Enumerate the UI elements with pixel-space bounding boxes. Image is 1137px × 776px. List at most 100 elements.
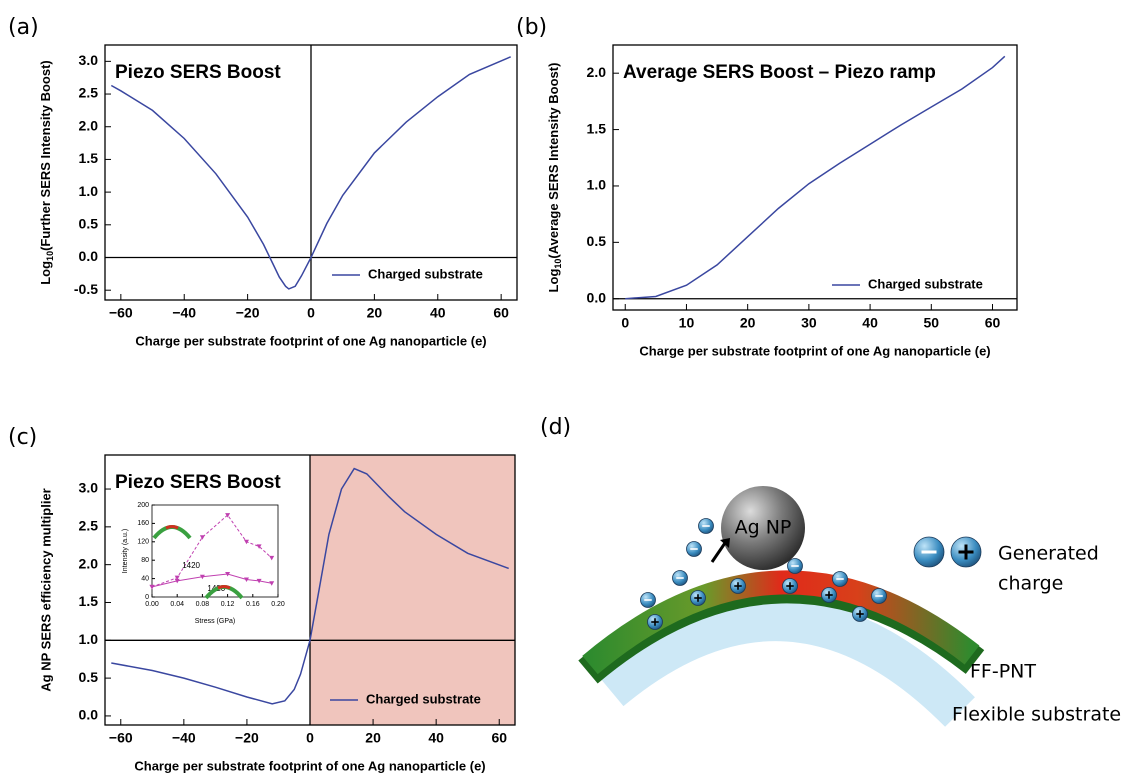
y-label-sub: 10 (553, 259, 563, 269)
y-axis-label: Log10(Further SERS Intensity Boost) (38, 60, 55, 285)
legend-line: charge (998, 573, 1063, 595)
y-tick-label: 0.0 (587, 289, 607, 305)
x-tick-label: 0.16 (246, 601, 260, 608)
data-line (625, 55, 1006, 300)
y-tick-label: 2.0 (79, 117, 99, 133)
data-point (269, 581, 275, 586)
x-axis-label: Charge per substrate footprint of one Ag… (639, 343, 990, 358)
x-tick-label: −60 (109, 305, 133, 321)
charts: −60 −40 −20 0 20 40 60 -0.5 0.0 0.5 1.0 1.5 2.0 2.5 3.… (8, 15, 1018, 773)
x-tick-label: 0.12 (221, 601, 235, 608)
legend-line: Generated (998, 543, 1099, 565)
inner-title: Piezo SERS Boost (115, 62, 281, 83)
y-tick-label: 80 (141, 557, 149, 564)
nanoparticle (721, 486, 805, 570)
inset-tube-highlight (217, 585, 231, 590)
data-point (149, 584, 155, 590)
x-tick-label: 40 (430, 305, 446, 321)
y-label-part: (Further SERS Intensity Boost) (38, 60, 53, 251)
y-tick-label: 2.0 (587, 64, 607, 80)
substrate-label: Flexible substrate (952, 704, 1121, 726)
plot-frame (612, 44, 1018, 311)
y-axis-label: Log10(Average SERS Intensity Boost) (546, 63, 563, 293)
chart: −60 −40 −20 0 20 40 60 -0.5 0.0 0.5 1.0 1.5 2.0 2.5 3.… (8, 15, 518, 348)
y-tick-label: 40 (141, 575, 149, 582)
flexible-substrate-shape (596, 599, 975, 727)
panel-label: (c) (8, 425, 37, 450)
x-tick-label: 0 (621, 315, 629, 331)
y-label-part: Log (546, 269, 561, 293)
y-tick-label: 3.0 (79, 480, 99, 496)
y-tick-label: 0.0 (79, 707, 99, 723)
y-label-sub: 10 (45, 251, 55, 261)
x-tick-label: 0.00 (145, 601, 159, 608)
panel-label: (d) (540, 415, 571, 440)
data-point (174, 575, 180, 581)
x-tick-label: 30 (801, 315, 817, 331)
particle-label: Ag NP (735, 517, 792, 539)
x-tick-label: 0 (307, 305, 315, 321)
y-tick-label: 2.5 (79, 85, 99, 101)
y-tick-label: 0.5 (587, 233, 607, 249)
x-tick-label: 20 (367, 305, 383, 321)
data-line (111, 467, 509, 705)
data-point (269, 555, 275, 561)
shaded-region (310, 455, 515, 725)
chart: −60 −40 −20 0 20 40 60 0.0 0.5 1.0 1.5 2.0 2.5 3.0 Cha… (8, 425, 516, 773)
y-tick-label: 2.0 (79, 555, 99, 571)
x-axis-label: Charge per substrate footprint of one Ag… (135, 333, 486, 348)
chart: 0 10 20 30 40 50 60 0.0 0.5 1.0 1.5 2.0 Charge per s… (516, 15, 1018, 358)
diagram: (d) Ag NP Generated charge FF-PNT Flexib… (540, 415, 1121, 727)
y-tick-label: 200 (137, 502, 149, 509)
x-tick-label: 20 (740, 315, 756, 331)
y-tick-label: 1.5 (79, 593, 99, 609)
data-point (225, 513, 231, 518)
inset-chart: 0.00 0.04 0.08 0.12 0.16 0.20 0 40 80 120 160 200 St… (122, 502, 285, 625)
x-tick-label: 20 (365, 730, 381, 746)
x-axis-label: Charge per substrate footprint of one Ag… (134, 758, 485, 773)
y-tick-label: 0 (145, 594, 149, 601)
data-point (244, 577, 249, 583)
x-tick-label: −40 (172, 730, 196, 746)
x-axis-label: Stress (GPa) (195, 618, 235, 625)
y-tick-label: 1.0 (79, 183, 99, 199)
x-tick-label: 50 (924, 315, 940, 331)
y-label-part: Log (38, 261, 53, 285)
x-tick-label: −20 (236, 305, 260, 321)
y-tick-label: 160 (137, 520, 149, 527)
y-tick-label: -0.5 (74, 281, 98, 297)
data-point (256, 544, 262, 549)
data-line (110, 56, 511, 290)
legend-label: Charged substrate (366, 691, 481, 706)
x-tick-label: 0.20 (271, 601, 285, 608)
y-tick-label: 2.5 (79, 518, 99, 534)
data-point (256, 578, 262, 584)
y-axis-label: Intensity (a.u.) (122, 529, 129, 573)
tube-shape (582, 570, 980, 675)
y-tick-label: 0.5 (79, 216, 99, 232)
arrow (710, 542, 727, 563)
x-tick-label: 60 (985, 315, 1001, 331)
y-tick-label: 1.5 (79, 150, 99, 166)
data-point (225, 572, 231, 577)
x-tick-label: −20 (235, 730, 259, 746)
panel-label: (a) (8, 15, 39, 40)
x-tick-label: 0.04 (170, 601, 184, 608)
legend-label: Charged substrate (368, 266, 483, 281)
data-point (174, 578, 180, 584)
arrow-head (720, 538, 730, 548)
tube-label: FF-PNT (970, 661, 1036, 683)
x-tick-label: 0.08 (196, 601, 210, 608)
y-axis-label: Ag NP SERS efficiency multiplier (38, 488, 53, 691)
y-tick-label: 0.5 (79, 669, 99, 685)
inner-title: Piezo SERS Boost (115, 472, 281, 493)
data-point (244, 539, 249, 545)
y-tick-label: 1.5 (587, 120, 607, 136)
inner-title: Average SERS Boost – Piezo ramp (623, 62, 936, 83)
y-tick-label: 1.0 (79, 631, 99, 647)
x-tick-label: −40 (172, 305, 196, 321)
x-tick-label: 0 (306, 730, 314, 746)
y-label-part: (Average SERS Intensity Boost) (546, 63, 561, 259)
data-point (199, 574, 205, 580)
